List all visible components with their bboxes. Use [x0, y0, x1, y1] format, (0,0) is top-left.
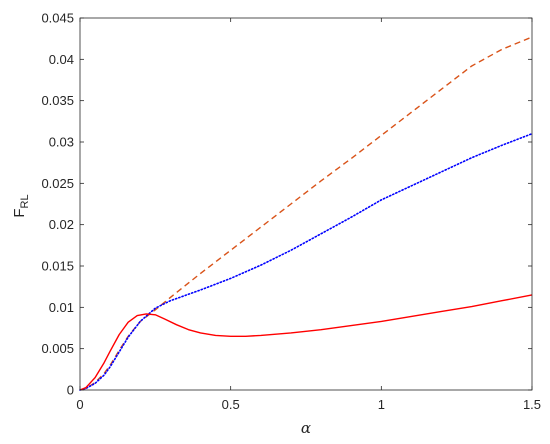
- y-tick-label: 0.015: [41, 259, 74, 274]
- y-axis-label: FRL: [11, 194, 31, 217]
- y-axis-label-sub: RL: [19, 194, 31, 208]
- series-line-solid: [79, 294, 533, 391]
- y-tick-label: 0.045: [41, 11, 74, 26]
- y-axis-label-main: F: [11, 208, 28, 217]
- y-tick-label: 0.03: [49, 135, 74, 150]
- y-tick-label: 0.04: [49, 52, 74, 67]
- axes-box: [79, 17, 533, 391]
- x-tick-label: 0.5: [222, 397, 240, 412]
- y-tick-label: 0.005: [41, 341, 74, 356]
- y-tick-label: 0.025: [41, 176, 74, 191]
- x-ticks: 0 0.5 1 1.5: [76, 18, 541, 412]
- x-tick-label: 1: [378, 397, 385, 412]
- y-tick-label: 0.01: [49, 300, 74, 315]
- y-tick-label: 0.035: [41, 93, 74, 108]
- series-line-dashed: [79, 36, 533, 391]
- y-tick-label: 0.02: [49, 217, 74, 232]
- svg-text:FRL: FRL: [11, 194, 31, 217]
- x-tick-label: 1.5: [523, 397, 541, 412]
- x-tick-label: 0: [76, 397, 83, 412]
- plot-area: [80, 18, 532, 390]
- x-axis-label: α: [301, 419, 311, 437]
- y-ticks: 0 0.005 0.01 0.015 0.02 0.025 0.03 0.035 0.04 0.0…: [41, 11, 532, 398]
- y-tick-label: 0: [67, 383, 74, 398]
- series-line-dotted: [79, 132, 533, 391]
- series-layer: [79, 36, 533, 391]
